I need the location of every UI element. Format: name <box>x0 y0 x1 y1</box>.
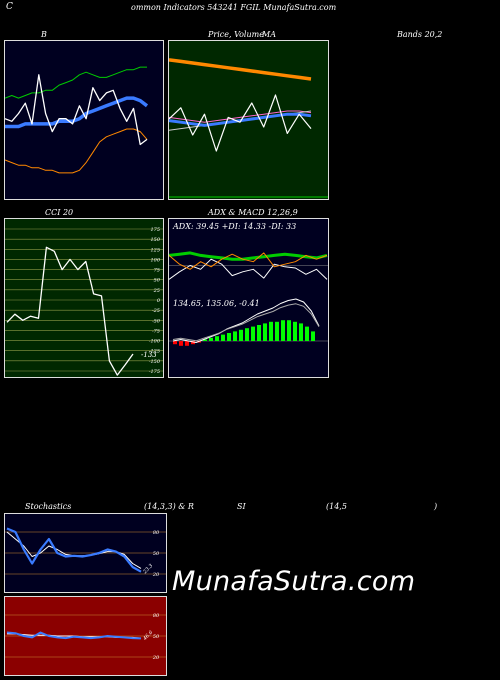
macd-histogram-bar <box>239 329 243 341</box>
adx-macd-chart <box>169 251 328 346</box>
macd-histogram-bar <box>203 339 207 341</box>
macd-histogram-bar <box>209 337 213 341</box>
rsi-tick-label: 50 <box>153 634 160 640</box>
price-ma-mid <box>169 110 312 123</box>
cci-label: CCI 20 <box>45 208 74 217</box>
macd-histogram-bar <box>179 341 183 346</box>
macd-histogram-bar <box>251 326 255 341</box>
page-title: ommon Indicators 543241 FGIL MunafaSutra… <box>131 3 337 12</box>
price-ma-long <box>169 58 312 81</box>
rsi-panel: 80 50 20 46.6 <box>4 596 167 676</box>
macd-histogram-bar <box>263 323 267 341</box>
macd-histogram-bar <box>173 341 177 345</box>
cci-tick-label: 75 <box>154 268 160 274</box>
adx-values: ADX: 39.45 +DI: 14.33 -DI: 33 <box>173 222 297 231</box>
stoch-tick-label: 50 <box>153 551 160 557</box>
cci-line <box>6 246 134 376</box>
rsi-params-label: (14,5 <box>326 502 347 511</box>
macd-histogram-bar <box>221 334 225 341</box>
macd-histogram-bar <box>257 325 261 341</box>
cci-tick-label: 50 <box>154 278 161 284</box>
cci-tick-label: -75 <box>152 328 160 334</box>
macd-histogram-bar <box>191 341 195 345</box>
macd-line <box>172 298 320 343</box>
header-letter: C <box>6 2 13 12</box>
si-label: SI <box>237 502 246 511</box>
stochastics-panel: 80 50 20 23.3 <box>4 513 167 593</box>
price-line <box>169 94 312 152</box>
cci-tick-label: -175 <box>149 369 160 375</box>
macd-signal-line <box>172 303 320 342</box>
macd-histogram-bar <box>227 333 231 341</box>
cci-tick-label: -25 <box>152 308 160 314</box>
macd-histogram-bar <box>185 341 189 346</box>
plus-di-line <box>169 258 328 280</box>
cci-tick-label: 0 <box>157 298 161 304</box>
cci-tick-label: 100 <box>150 257 160 263</box>
rsi-line <box>6 631 142 640</box>
bollinger-chart <box>5 66 149 174</box>
watermark: MunafaSutra.com <box>172 566 416 597</box>
bb-label: B <box>41 30 47 39</box>
bollinger-panel <box>4 40 164 200</box>
cci-tick-label: 125 <box>150 247 160 253</box>
cci-tick-label: -150 <box>149 359 161 365</box>
price-ma-blue <box>169 112 312 127</box>
cci-tick-label: 25 <box>153 288 160 294</box>
macd-histogram-bar <box>299 323 303 341</box>
macd-values: 134.65, 135.06, -0.41 <box>173 299 260 308</box>
bb-middle-band <box>5 96 149 129</box>
macd-histogram-bar <box>275 321 279 341</box>
ma-label: MA <box>262 30 276 39</box>
cci-tick-label: -100 <box>149 339 161 345</box>
macd-histogram-bar <box>233 331 237 341</box>
macd-histogram-bar <box>269 321 273 341</box>
stoch-params-label: (14,3,3) & R <box>144 502 194 511</box>
cci-tick-label: 175 <box>150 227 160 233</box>
stoch-d-line <box>6 531 142 569</box>
bb-price-line <box>5 74 148 146</box>
cci-tick-label: -125 <box>149 349 160 355</box>
price-volume-label: Price, Volume <box>208 30 264 39</box>
price-ma-chart <box>169 58 328 198</box>
stoch-tick-label: 80 <box>153 530 160 536</box>
bb-lower-band <box>5 128 148 174</box>
stoch-k-line <box>6 527 142 573</box>
macd-histogram-bar <box>311 331 315 341</box>
cci-value-label: -133 <box>141 351 157 359</box>
macd-histogram-bar <box>245 328 249 341</box>
price-ma-panel <box>168 40 329 200</box>
cci-tick-label: 150 <box>150 237 160 243</box>
stochastics-label: Stochastics <box>25 502 72 511</box>
macd-histogram-bar <box>293 321 297 341</box>
bb-upper-band <box>5 66 147 99</box>
rsi-tick-label: 80 <box>153 613 160 619</box>
macd-histogram-bar <box>215 336 219 341</box>
rsi-tick-label: 20 <box>152 655 160 661</box>
stoch-tick-label: 20 <box>152 572 160 578</box>
adx-macd-label: ADX & MACD 12,26,9 <box>208 208 298 217</box>
cci-chart: 175 150 125 100 75 50 25 0 -25 -50 -75 -100 -125 -150… <box>5 227 163 376</box>
adx-line <box>169 251 328 261</box>
adx-macd-panel: ADX: 39.45 +DI: 14.33 -DI: 33 134.65, 13… <box>168 218 329 378</box>
cci-tick-label: -50 <box>152 318 161 324</box>
cci-panel: 175 150 125 100 75 50 25 0 -25 -50 -75 -100 -125 -150… <box>4 218 164 378</box>
macd-histogram-bar <box>305 326 309 341</box>
macd-histogram-bar <box>281 320 285 341</box>
rsi-close-label: ) <box>434 502 438 511</box>
macd-histogram-bar <box>287 320 291 341</box>
bands-label: Bands 20,2 <box>397 30 443 39</box>
minus-di-line <box>169 252 328 270</box>
